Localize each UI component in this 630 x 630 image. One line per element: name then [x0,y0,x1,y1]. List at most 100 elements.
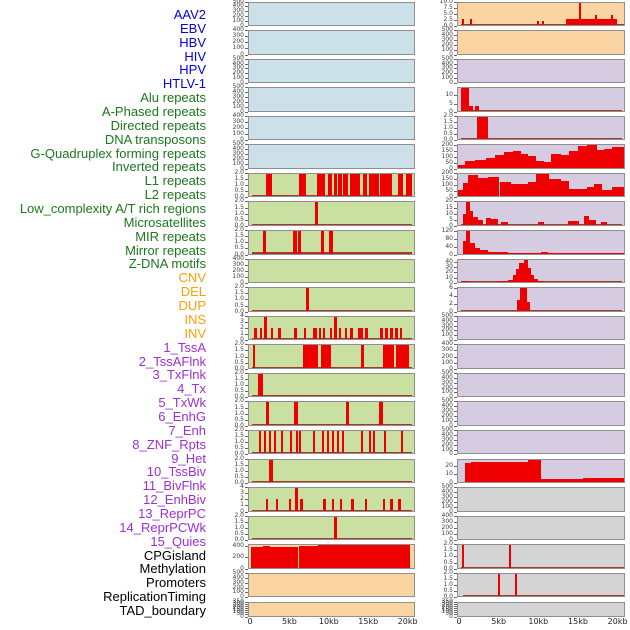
y-tick-mark [454,30,457,32]
data-bar [584,215,590,225]
data-bar [537,221,545,225]
track-panel-14_ReprPCWk [457,429,625,455]
y-tick-mark [454,288,457,290]
y-tick-label: 200 [232,38,244,46]
data-bar [333,173,337,197]
y-tick-label: 1.0 [234,381,244,389]
y-tick-mark [454,68,457,70]
y-tick-label: 2.0 [234,511,244,519]
track-panel-1_TssA [457,58,625,84]
y-tick-mark [245,505,248,507]
data-bar [477,116,488,140]
data-bar [524,259,528,283]
y-tick-label: 150 [441,606,453,614]
data-bar [296,430,299,454]
y-tick-label: 2.0 [234,425,244,433]
data-bar [487,251,508,254]
y-tick-mark [454,521,457,523]
y-tick-label: 7.5 [443,3,453,11]
track-panel-Inverted repeats [248,315,415,341]
data-bar [521,153,528,168]
y-tick-mark [454,191,457,193]
data-bar [303,327,307,340]
data-bar [474,247,480,254]
y-tick-mark [245,340,248,342]
y-tick-mark [454,411,457,413]
y-tick-mark [245,385,248,387]
data-bar [491,219,498,225]
y-tick-mark [454,201,457,203]
track-label-14_ReprPCWk: 14_ReprPCWk [119,519,206,535]
y-tick-label: 0.0 [443,136,453,144]
y-tick-mark [454,544,457,546]
y-tick-mark [454,7,457,9]
y-tick-label: 200 [232,266,244,274]
data-bar [385,327,389,340]
y-tick-label: 1.0 [234,352,244,360]
y-tick-label: 300 [232,32,244,40]
y-tick-label: 400 [441,402,453,410]
y-tick-label: 10 [445,273,453,281]
y-tick-mark [454,128,457,129]
y-tick-label: 80 [445,234,453,242]
data-baseline [461,138,623,140]
y-tick-label: 300 [441,64,453,72]
y-tick-mark [454,344,457,346]
y-tick-label: 350 [441,597,453,605]
y-tick-mark [245,201,248,203]
data-bar [268,459,273,483]
data-baseline [252,223,413,225]
y-tick-label: 200 [441,497,453,505]
y-tick-mark [245,87,248,89]
data-bar [467,175,478,197]
data-bar [589,220,596,225]
y-tick-label: 400 [232,59,244,67]
y-tick-label: 200 [441,440,453,448]
data-bar [461,545,464,568]
y-tick-mark [454,320,457,322]
y-tick-mark [245,603,248,605]
track-label-6_EnhG: 6_EnhG [158,408,206,424]
track-panel-CPGisland [457,487,625,512]
data-bar [474,160,487,168]
y-tick-mark [454,607,457,609]
data-bar [536,161,545,168]
y-tick-label: 500 [232,568,244,576]
y-tick-label: 500 [441,54,453,62]
y-tick-mark [245,587,248,589]
y-tick-label: 300 [441,35,453,43]
track-label-CPGisland: CPGisland [143,547,206,563]
track-panel-6_EnhG [457,201,625,226]
data-bar [334,516,337,540]
data-bar [294,402,298,425]
y-tick-mark [245,592,248,594]
y-tick-mark [454,54,457,56]
y-tick-mark [454,73,457,75]
data-bar [269,430,272,454]
data-bar [288,499,292,511]
y-tick-label: 100 [441,152,453,160]
y-tick-label: 100 [232,17,244,25]
data-bar [258,373,263,397]
y-tick-mark [245,582,248,584]
y-tick-mark [454,168,457,170]
data-bar [610,14,614,25]
data-bar [569,151,578,168]
data-bar [462,280,468,283]
track-label-G-Quadruplex forming repeats: G-Quadruplex forming repeats [30,145,206,161]
y-tick-mark [245,225,248,227]
y-tick-mark [454,387,457,389]
y-tick-label: 200 [232,603,244,611]
y-tick-mark [245,493,248,495]
data-bar [594,14,598,25]
y-tick-mark [245,213,248,215]
y-tick-mark [245,68,248,70]
track-label-A-Phased repeats: A-Phased repeats [101,104,206,120]
y-tick-mark [454,449,457,451]
y-tick-label: 1.5 [443,574,453,582]
y-tick-mark [454,296,457,298]
data-bar [464,161,475,168]
y-tick-label: 0 [449,536,453,544]
y-tick-label: 0.5 [234,472,244,480]
y-tick-mark [245,236,248,238]
